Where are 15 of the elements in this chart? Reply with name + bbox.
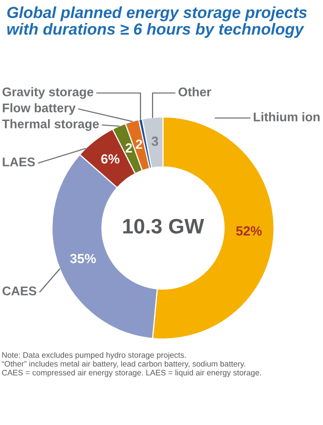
slice-label: Gravity storage xyxy=(2,87,94,99)
data-label: 2 xyxy=(126,143,132,152)
data-label: 2 xyxy=(136,140,142,149)
data-label: 52% xyxy=(236,226,262,236)
text: 10.3 GW xyxy=(123,218,204,234)
data-label: 6% xyxy=(101,154,120,164)
slice-label: Thermal storage xyxy=(2,119,99,131)
slice-label: LAES xyxy=(2,158,35,166)
slice-label: Other xyxy=(178,87,212,96)
data-label: 35% xyxy=(70,254,96,264)
slice-label: Lithium ion xyxy=(254,112,320,122)
chart-title: Global planned energy storage projects with durations ≥ 6 hours by technology xyxy=(7,6,307,38)
data-label: 3 xyxy=(152,136,158,146)
slice-label: CAES xyxy=(2,286,36,296)
slice-label: Flow battery xyxy=(2,103,76,115)
